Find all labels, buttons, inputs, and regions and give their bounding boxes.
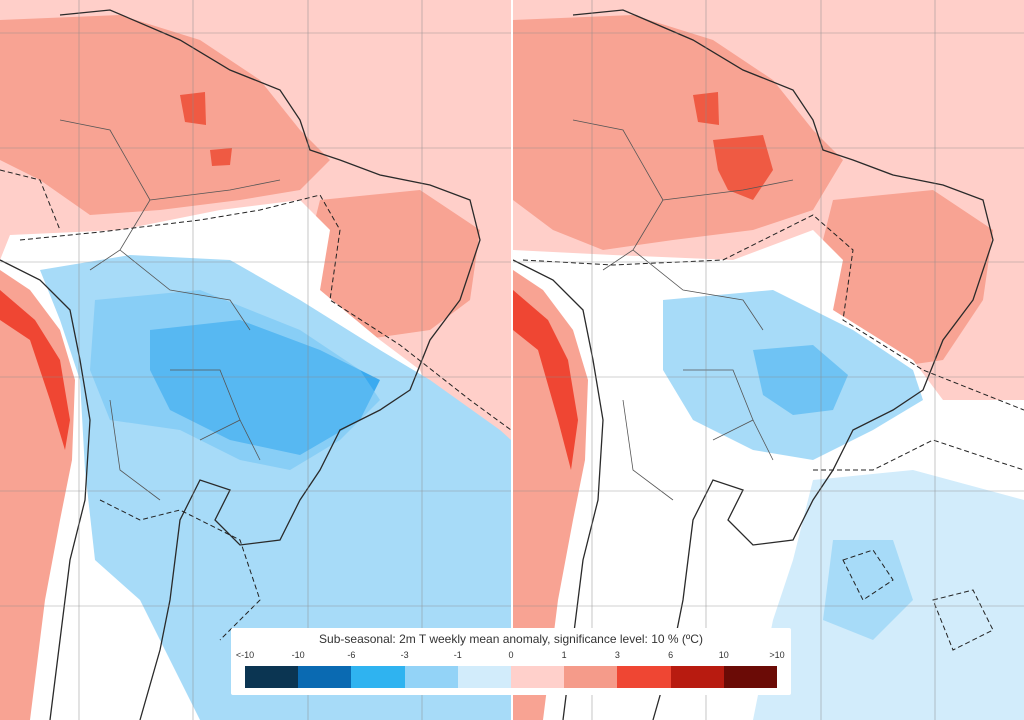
legend-tick-label: 0 bbox=[508, 650, 514, 660]
significance-contour-2 bbox=[99, 499, 261, 641]
cold-anomaly-ring bbox=[90, 290, 380, 470]
map-canvas-left bbox=[0, 0, 511, 720]
legend-title: Sub-seasonal: 2m T weekly mean anomaly, … bbox=[319, 632, 703, 646]
legend-tick-label: >10 bbox=[769, 650, 785, 660]
grid-lines bbox=[513, 0, 1024, 720]
legend-swatch bbox=[670, 666, 724, 688]
coastline bbox=[513, 9, 994, 720]
legend-tick-label: -3 bbox=[400, 650, 409, 660]
legend-swatch bbox=[245, 666, 299, 688]
borders bbox=[572, 119, 794, 501]
panel-divider bbox=[511, 0, 513, 720]
legend-swatch bbox=[723, 666, 778, 688]
significance-contour-4 bbox=[932, 589, 994, 651]
legend-swatch bbox=[404, 666, 458, 688]
hot-west-coast bbox=[0, 290, 70, 450]
borders bbox=[59, 119, 281, 501]
legend-tick-label: 1 bbox=[561, 650, 567, 660]
warm-anomaly-north bbox=[0, 15, 330, 215]
legend-tick-label: -6 bbox=[347, 650, 356, 660]
legend-swatch bbox=[298, 666, 352, 688]
warm-anomaly-north bbox=[513, 15, 843, 250]
map-canvas-right bbox=[513, 0, 1024, 720]
significance-contour-3 bbox=[0, 169, 61, 231]
legend-tick-label: 6 bbox=[668, 650, 674, 660]
legend-swatch bbox=[511, 666, 565, 688]
hot-west-coast bbox=[513, 290, 578, 470]
coastline bbox=[0, 9, 481, 720]
significance-contour-3 bbox=[842, 549, 894, 601]
legend-tick-label: <-10 bbox=[235, 650, 255, 660]
significance-contour-1 bbox=[19, 194, 511, 431]
legend-tick-label: -10 bbox=[291, 650, 305, 660]
legend-tick-labels: <-10 -10 -6 -3 -1 0 1 3 6 10 >10 bbox=[231, 650, 791, 662]
warm-anomaly-northeast bbox=[310, 190, 480, 340]
legend-swatch bbox=[351, 666, 405, 688]
legend-tick-label: -1 bbox=[453, 650, 462, 660]
anomaly-map-right bbox=[513, 0, 1024, 720]
legend-swatch bbox=[564, 666, 618, 688]
cool-south-atlantic-2 bbox=[823, 540, 913, 640]
hot-spot-amazon bbox=[713, 135, 773, 200]
legend-tick-label: 3 bbox=[614, 650, 620, 660]
legend-swatch bbox=[617, 666, 671, 688]
significance-contour-1 bbox=[522, 214, 1024, 411]
hot-spot-2 bbox=[210, 148, 232, 166]
grid-lines bbox=[0, 0, 511, 720]
color-legend: Sub-seasonal: 2m T weekly mean anomaly, … bbox=[231, 628, 791, 695]
significance-contour-2 bbox=[813, 439, 1024, 471]
anomaly-map-left bbox=[0, 0, 511, 720]
cold-anomaly-core bbox=[753, 345, 848, 415]
warm-anomaly-northeast bbox=[823, 190, 993, 370]
legend-color-bar bbox=[245, 666, 778, 688]
legend-swatch bbox=[457, 666, 512, 688]
legend-tick-label: 10 bbox=[718, 650, 729, 660]
